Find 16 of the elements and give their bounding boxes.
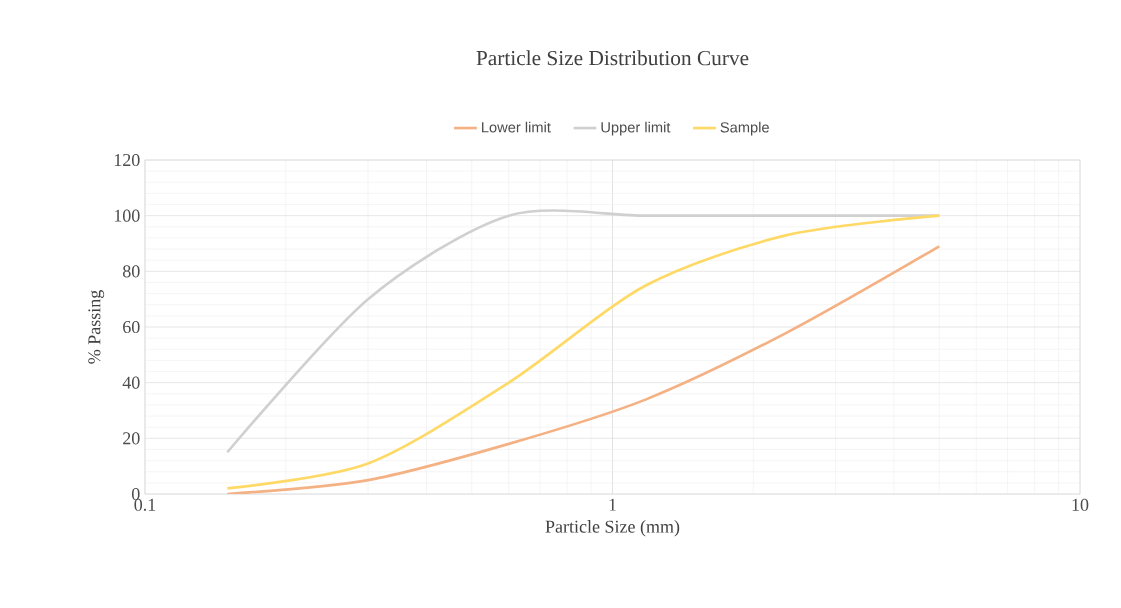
- legend-label: Lower limit: [482, 121, 551, 133]
- legend-label: Sample: [720, 121, 769, 136]
- y-tick-label: 60: [123, 320, 140, 334]
- x-axis-title: Particle Size (mm): [545, 520, 680, 537]
- x-tick-label: 0.1: [134, 498, 156, 511]
- y-tick-label: 100: [114, 209, 140, 222]
- x-tick-label: 10: [1072, 498, 1089, 511]
- legend-label: Upper limit: [601, 121, 671, 136]
- y-tick-label: 80: [122, 265, 140, 278]
- y-tick-label: 40: [122, 376, 140, 389]
- y-tick-label: 0: [131, 487, 140, 501]
- chart-title: Particle Size Distribution Curve: [476, 50, 749, 66]
- y-tick-label: 20: [123, 432, 140, 445]
- y-axis-title: % Passing: [88, 290, 105, 364]
- y-tick-label: 120: [114, 153, 140, 167]
- x-tick-label: 1: [609, 498, 616, 511]
